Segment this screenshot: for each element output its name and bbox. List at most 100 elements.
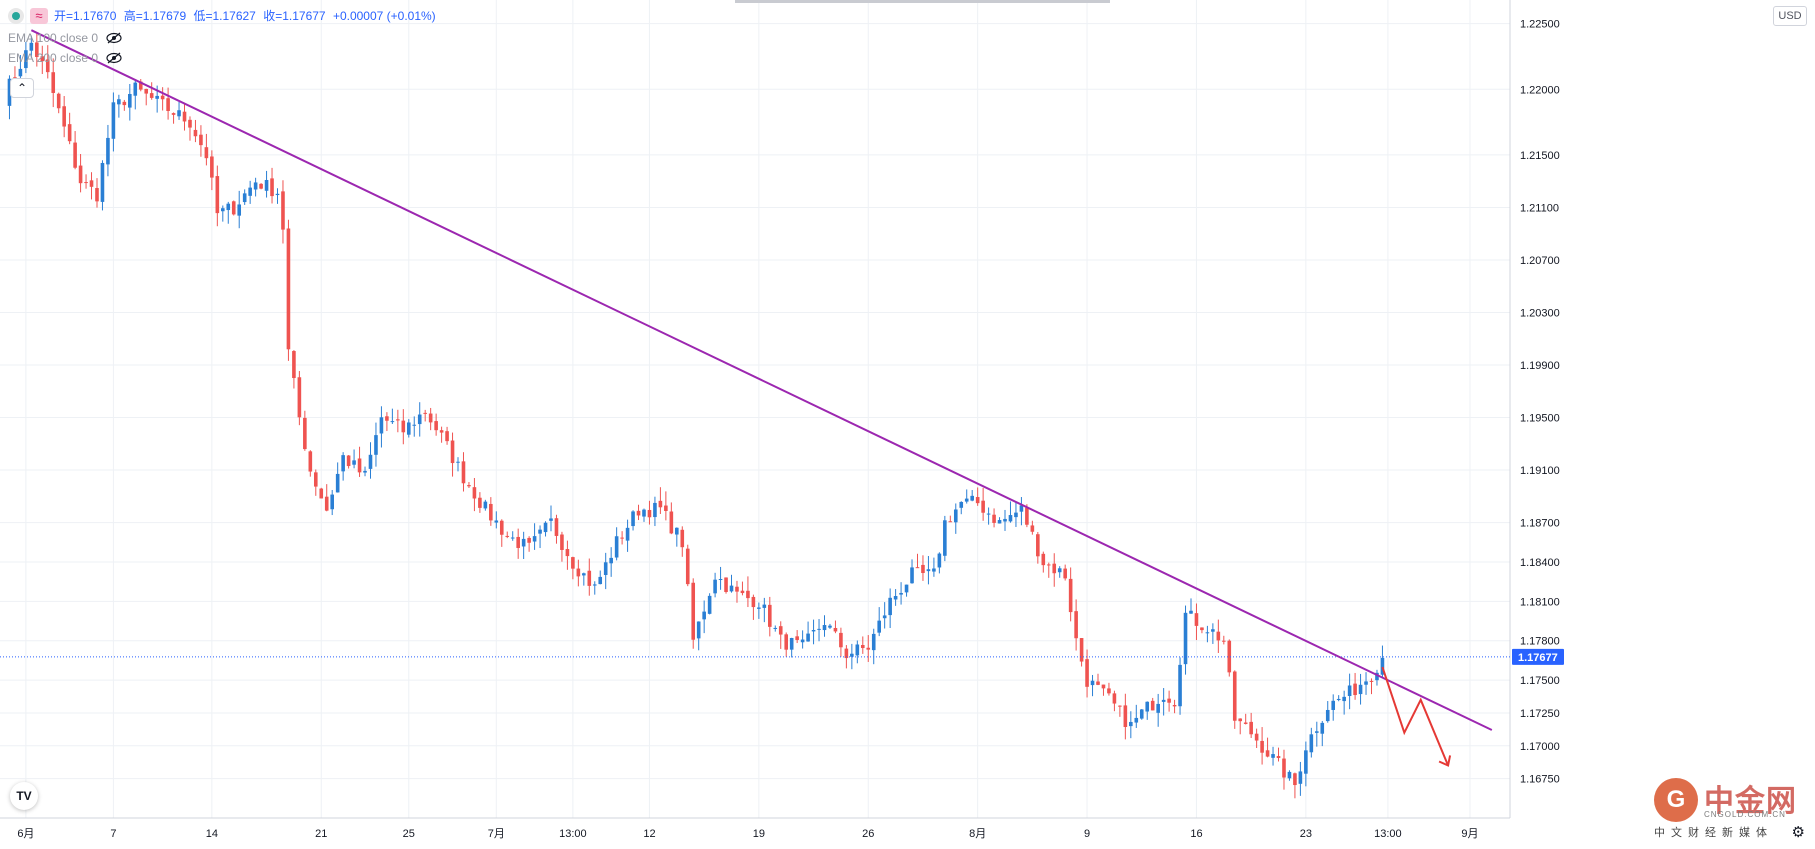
candle-body	[40, 56, 45, 62]
candle-body	[850, 653, 854, 657]
candle-body	[549, 518, 553, 521]
candle-body	[795, 636, 799, 640]
candle-body	[62, 106, 66, 127]
candle-body	[882, 615, 887, 619]
candle-body	[609, 557, 613, 564]
candle-body	[1036, 534, 1040, 557]
candle-body	[653, 502, 657, 518]
currency-button[interactable]: USD	[1773, 6, 1807, 26]
candle-body	[981, 500, 985, 513]
candle-body	[297, 377, 302, 418]
candle-body	[84, 182, 88, 184]
candle-body	[1008, 515, 1013, 522]
candle-body	[811, 630, 816, 632]
candle-body	[253, 182, 258, 190]
indicator-ema-200[interactable]: EMA 200 close 0	[8, 51, 122, 65]
candle-body	[51, 72, 56, 93]
candle-body	[45, 59, 50, 73]
candle-body	[691, 582, 696, 640]
candle-body	[1342, 696, 1346, 702]
low-value: 低=1.17627	[193, 9, 256, 23]
candle-body	[1074, 611, 1078, 639]
candle-body	[1003, 518, 1007, 522]
candle-body	[1265, 750, 1270, 757]
candle-body	[1358, 684, 1363, 695]
candle-body	[932, 568, 936, 572]
gear-icon[interactable]: ⚙	[1791, 824, 1805, 841]
candle-body	[204, 147, 209, 159]
candle-body	[390, 421, 395, 423]
eye-hidden-icon[interactable]	[106, 52, 122, 64]
candle-body	[888, 597, 892, 616]
time-tick-label: 7	[110, 828, 116, 840]
watermark-brand: 中金网	[1704, 785, 1797, 818]
collapse-indicators-button[interactable]: ⌃	[10, 78, 34, 98]
candle-body	[193, 129, 198, 137]
indicator-label: EMA 100 close 0	[8, 31, 99, 45]
candle-body	[1320, 722, 1325, 734]
candle-body	[1331, 700, 1336, 710]
candle-body	[724, 577, 728, 592]
symbol-status-icon[interactable]	[8, 7, 24, 24]
candle-body	[439, 430, 444, 433]
candle-body	[729, 585, 734, 592]
candle-body	[1052, 563, 1057, 574]
candle-body	[221, 208, 225, 212]
candle-body	[571, 557, 575, 569]
candle-body	[647, 509, 652, 518]
candle-body	[489, 503, 493, 521]
candle-body	[636, 510, 641, 516]
candle-body	[330, 494, 334, 510]
candle-body	[242, 193, 247, 203]
candle-body	[997, 520, 1002, 524]
candle-body	[538, 529, 542, 534]
candle-body	[1167, 698, 1171, 703]
price-tick-label: 1.17250	[1520, 708, 1560, 720]
candle-body	[964, 498, 969, 502]
candle-body	[1309, 734, 1314, 753]
candle-body	[406, 422, 411, 435]
candle-body	[1238, 718, 1243, 722]
candle-body	[784, 634, 789, 650]
candle-body	[1156, 703, 1160, 713]
candle-body	[171, 113, 176, 115]
candle-body	[800, 639, 805, 643]
candle-body	[286, 228, 291, 350]
candle-body	[516, 536, 520, 548]
candle-body	[467, 485, 471, 487]
candle-body	[341, 455, 345, 472]
candle-body	[357, 458, 362, 473]
candle-body	[1353, 683, 1357, 696]
candle-body	[1336, 698, 1341, 701]
candle-body	[844, 648, 849, 659]
candle-body	[67, 124, 72, 142]
candle-body	[248, 187, 252, 196]
candle-body	[631, 511, 635, 527]
candle-body	[133, 82, 138, 96]
top-drag-handle[interactable]	[735, 0, 1110, 3]
candle-body	[582, 573, 586, 576]
candle-body	[199, 134, 203, 146]
candle-body	[237, 204, 242, 216]
indicator-ema-100[interactable]: EMA 100 close 0	[8, 31, 122, 45]
candle-body	[1260, 740, 1264, 753]
candle-body	[768, 604, 772, 627]
candle-body	[833, 627, 838, 632]
candle-body	[921, 564, 925, 574]
candle-body	[385, 416, 389, 421]
eye-hidden-icon[interactable]	[106, 32, 122, 44]
candle-body	[374, 435, 378, 455]
candle-body	[1068, 578, 1073, 613]
candle-body	[445, 431, 449, 442]
candle-body	[1150, 700, 1155, 711]
candle-body	[1375, 672, 1379, 681]
candle-body	[696, 621, 701, 639]
wave-icon[interactable]: ≈	[30, 7, 48, 24]
tradingview-logo-icon[interactable]: TV	[10, 782, 38, 810]
candle-body	[231, 201, 236, 215]
candle-body	[1046, 564, 1051, 566]
time-tick-label: 12	[643, 828, 655, 840]
candle-body	[1090, 680, 1095, 686]
candle-body	[1271, 754, 1275, 758]
